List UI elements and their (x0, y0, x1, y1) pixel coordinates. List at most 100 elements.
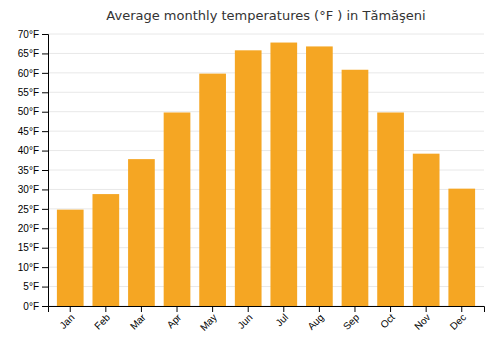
x-tick: Apr (165, 306, 184, 330)
y-tick: 25°F (18, 204, 48, 215)
y-tick-mark (42, 209, 48, 210)
x-tick-label: Mar (128, 311, 148, 331)
x-tick-label: Sep (341, 311, 362, 332)
x-tick-mark (248, 306, 249, 312)
x-tick: Jun (235, 306, 254, 331)
x-tick: Aug (305, 306, 325, 332)
x-tick: Dec (448, 306, 468, 332)
x-axis-line (49, 307, 485, 313)
y-tick-label: 10°F (18, 262, 39, 273)
marks (57, 43, 475, 306)
y-tick-label: 25°F (18, 204, 39, 215)
bar (128, 159, 155, 306)
y-tick-mark (42, 34, 48, 35)
x-tick: Jan (57, 306, 76, 331)
bar (448, 189, 475, 306)
y-axis-line (42, 35, 49, 307)
bar (57, 210, 84, 306)
grid-line (48, 34, 484, 35)
x-tick-mark (354, 306, 355, 312)
y-tick: 35°F (18, 165, 48, 176)
y-tick: 15°F (18, 242, 48, 253)
x-tick-label: Nov (412, 312, 432, 332)
y-tick: 10°F (18, 262, 48, 273)
x-tick-label: Feb (92, 311, 112, 331)
x-tick-mark (283, 306, 284, 312)
x-tick-label: Jan (57, 312, 76, 331)
plot: 0°F 5°F 10°F 15°F 20°F 25°F 30°F 35°F 40°F 45°F 50… (18, 29, 485, 333)
y-tick-label: 65°F (18, 48, 39, 59)
y-tick-mark (42, 53, 48, 54)
y-tick-mark (42, 228, 48, 229)
bar (92, 194, 119, 306)
bar (164, 112, 191, 306)
x-tick: May (198, 306, 219, 333)
y-tick-label: 40°F (18, 145, 39, 156)
y-tick-label: 30°F (18, 184, 39, 195)
x-tick-mark (141, 306, 142, 312)
grid-line (48, 111, 484, 112)
grid-line (48, 72, 484, 73)
x-tick-mark (177, 306, 178, 312)
bar (270, 43, 297, 306)
x-tick-mark (212, 306, 213, 312)
y-tick-mark (42, 287, 48, 288)
grid-line (48, 131, 484, 132)
title: Average monthly temperatures (°F ) in Tă… (106, 8, 425, 23)
x-tick-mark (390, 306, 391, 312)
y-tick: 50°F (18, 106, 48, 117)
y-tick-label: 35°F (18, 165, 39, 176)
x-tick-mark (70, 306, 71, 312)
x-axis: Jan Feb Mar Apr May Jun Jul Aug Sep Oct Nov Dec (49, 306, 485, 333)
y-tick-mark (42, 189, 48, 190)
y-tick-label: 0°F (23, 301, 39, 312)
y-tick-mark (42, 73, 48, 74)
grid (48, 34, 484, 306)
x-tick-mark (105, 306, 106, 312)
y-tick: 5°F (23, 281, 48, 292)
grid-line (48, 92, 484, 93)
y-tick: 20°F (18, 223, 48, 234)
y-tick-label: 15°F (18, 242, 39, 253)
y-tick-label: 45°F (18, 126, 39, 137)
y-tick-mark (42, 151, 48, 152)
y-tick-mark (42, 267, 48, 268)
x-tick: Mar (128, 306, 148, 332)
x-tick-label: Oct (378, 312, 397, 331)
y-tick-mark (42, 170, 48, 171)
x-tick: Oct (378, 306, 397, 330)
bar (342, 70, 369, 306)
x-tick-label: May (198, 312, 219, 333)
y-tick-label: 55°F (18, 87, 39, 98)
bar (413, 154, 440, 306)
y-tick-label: 70°F (18, 29, 39, 40)
y-tick-label: 60°F (18, 68, 39, 79)
x-tick: Jul (273, 306, 290, 328)
y-tick-label: 5°F (23, 281, 39, 292)
y-tick-mark (42, 248, 48, 249)
x-tick-label: Jul (273, 312, 290, 329)
y-tick: 70°F (18, 29, 48, 40)
y-tick: 45°F (18, 126, 48, 137)
bar (306, 46, 333, 306)
x-tick: Sep (341, 306, 362, 332)
y-tick-mark (42, 131, 48, 132)
x-tick-label: Dec (448, 312, 468, 332)
x-tick-mark (461, 306, 462, 312)
grid-line (48, 150, 484, 151)
y-tick-label: 20°F (18, 223, 39, 234)
y-tick: 40°F (18, 145, 48, 156)
x-tick: Feb (92, 306, 112, 332)
y-tick: 65°F (18, 48, 48, 59)
y-axis: 0°F 5°F 10°F 15°F 20°F 25°F 30°F 35°F 40°F 45°F 50… (18, 29, 49, 312)
y-tick: 30°F (18, 184, 48, 195)
x-tick: Nov (412, 306, 432, 332)
y-tick-label: 50°F (18, 106, 39, 117)
x-tick-mark (426, 306, 427, 312)
y-tick-mark (42, 92, 48, 93)
x-tick-mark (319, 306, 320, 312)
bar (199, 74, 226, 306)
chart: 0°F 5°F 10°F 15°F 20°F 25°F 30°F 35°F 40°F 45°F 50… (0, 0, 500, 350)
y-tick: 55°F (18, 87, 48, 98)
y-tick: 60°F (18, 68, 48, 79)
